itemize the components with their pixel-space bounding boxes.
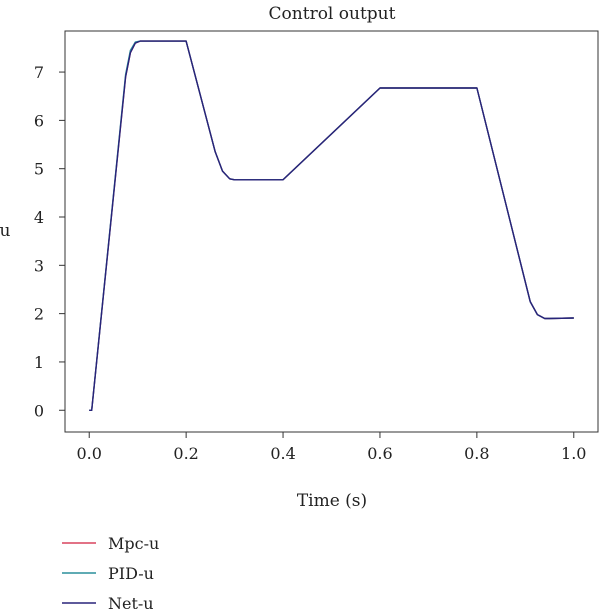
- legend-label: Mpc-u: [108, 534, 159, 553]
- y-tick-label: 1: [34, 353, 44, 372]
- x-axis: 0.0 0.2 0.4 0.6 0.8 1.0: [77, 432, 586, 463]
- y-tick-label: 7: [34, 63, 44, 82]
- legend-label: PID-u: [108, 564, 154, 583]
- series-line-pid-u: [89, 40, 574, 411]
- series-line-net-u: [89, 40, 574, 411]
- y-axis: 0 1 2 3 4 5 6 7: [34, 63, 65, 420]
- y-tick-label: 0: [34, 401, 44, 420]
- series-lines: [89, 40, 574, 411]
- x-axis-label: Time (s): [297, 491, 367, 511]
- y-tick-label: 5: [34, 160, 44, 179]
- x-tick-label: 0.2: [173, 444, 198, 463]
- x-tick-label: 0.4: [270, 444, 295, 463]
- plot-frame: [64, 30, 599, 433]
- x-tick-label: 1.0: [561, 444, 586, 463]
- y-tick-label: 4: [34, 208, 44, 227]
- y-axis-label: u: [0, 221, 11, 241]
- x-tick-label: 0.0: [77, 444, 102, 463]
- legend: Mpc-u PID-u Net-u: [62, 534, 159, 613]
- x-tick-label: 0.6: [367, 444, 392, 463]
- x-tick-label: 0.8: [464, 444, 489, 463]
- y-tick-label: 3: [34, 256, 44, 275]
- y-tick-label: 6: [34, 111, 44, 130]
- chart-title: Control output: [269, 4, 396, 24]
- legend-label: Net-u: [108, 594, 154, 613]
- series-line-mpc-u: [89, 40, 574, 411]
- y-tick-label: 2: [34, 305, 44, 324]
